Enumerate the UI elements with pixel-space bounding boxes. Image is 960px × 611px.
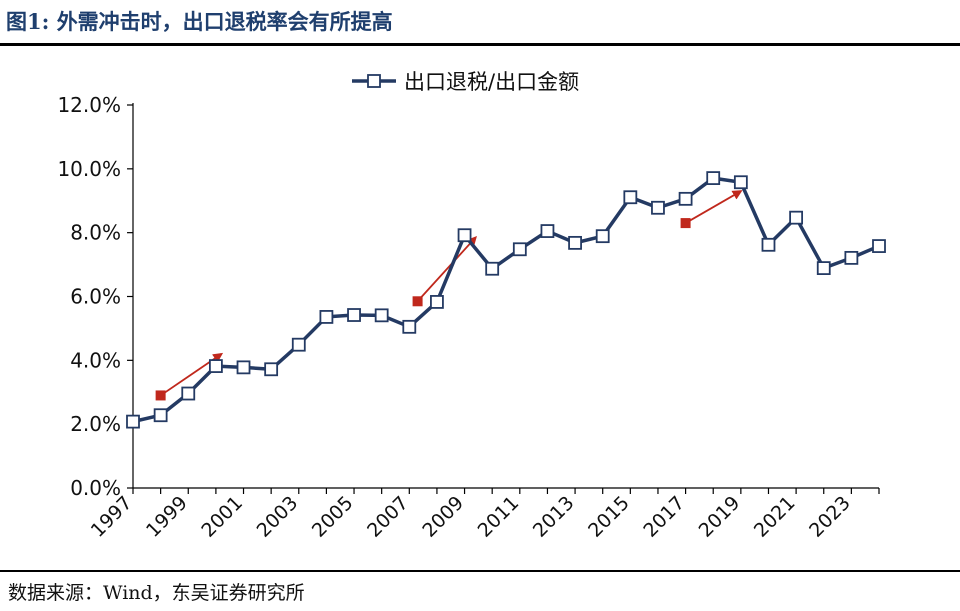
- data-point: [512, 242, 527, 257]
- data-point: [291, 337, 306, 352]
- y-tick-label: 2.0%: [70, 412, 121, 436]
- data-point: [126, 414, 140, 429]
- series-line: [132, 176, 880, 424]
- data-point: [485, 261, 500, 276]
- legend-label: 出口退税/出口金额: [404, 70, 579, 94]
- x-tick-label: 2013: [529, 492, 579, 542]
- data-point: [816, 261, 831, 275]
- data-point: [319, 310, 334, 324]
- data-point: [733, 175, 748, 190]
- x-tick-label: 2003: [253, 492, 303, 542]
- data-point: [789, 210, 804, 225]
- y-tick-label: 10.0%: [57, 157, 121, 181]
- data-point: [761, 237, 776, 252]
- data-point: [236, 360, 251, 375]
- data-point: [374, 308, 389, 323]
- top-rule: [0, 43, 960, 46]
- line-chart: 0.0%2.0%4.0%6.0%8.0%10.0%12.0%1997 1999 20…: [57, 70, 886, 542]
- data-point: [872, 239, 886, 253]
- y-tick-label: 4.0%: [70, 348, 121, 372]
- x-tick-label: 2005: [308, 492, 358, 542]
- data-point: [430, 295, 444, 309]
- x-tick-label: 2007: [363, 492, 413, 542]
- x-tick-label: 2019: [695, 492, 745, 542]
- y-tick-label: 6.0%: [70, 285, 121, 309]
- data-point: [402, 319, 417, 334]
- x-tick-label: 2001: [197, 492, 247, 542]
- data-point: [595, 229, 610, 244]
- data-source: 数据来源：Wind，东吴证券研究所: [8, 582, 305, 604]
- data-point: [457, 228, 472, 243]
- x-tick-label: 1999: [142, 492, 192, 542]
- figure-label: 图1:: [6, 9, 50, 34]
- data-point: [568, 235, 582, 250]
- data-point: [264, 362, 279, 377]
- x-tick-label: 2021: [750, 492, 800, 542]
- y-tick-label: 12.0%: [57, 93, 121, 117]
- x-tick-label: 2011: [474, 492, 524, 542]
- data-point: [208, 359, 223, 373]
- data-point: [706, 171, 721, 185]
- figure-title: 图1: 外需冲击时，出口退税率会有所提高: [6, 6, 393, 36]
- y-tick-label: 8.0%: [70, 221, 121, 245]
- trend-arrow: [685, 190, 743, 224]
- y-tick-label: 0.0%: [70, 476, 121, 500]
- legend-marker: [367, 74, 381, 88]
- data-point: [347, 308, 361, 322]
- x-tick-label: 2015: [584, 492, 634, 542]
- x-tick-label: 2017: [639, 492, 689, 542]
- data-point: [181, 386, 196, 401]
- figure-title-text: 外需冲击时，出口退税率会有所提高: [56, 10, 393, 34]
- data-point: [623, 190, 638, 205]
- data-point: [153, 408, 168, 423]
- data-point: [678, 191, 693, 206]
- data-point: [540, 224, 555, 238]
- x-tick-label: 2023: [805, 492, 855, 542]
- data-point: [844, 250, 859, 265]
- bottom-rule: [0, 570, 960, 572]
- x-tick-label: 2009: [418, 492, 468, 542]
- data-point: [651, 200, 665, 215]
- trend-arrow: [416, 235, 477, 302]
